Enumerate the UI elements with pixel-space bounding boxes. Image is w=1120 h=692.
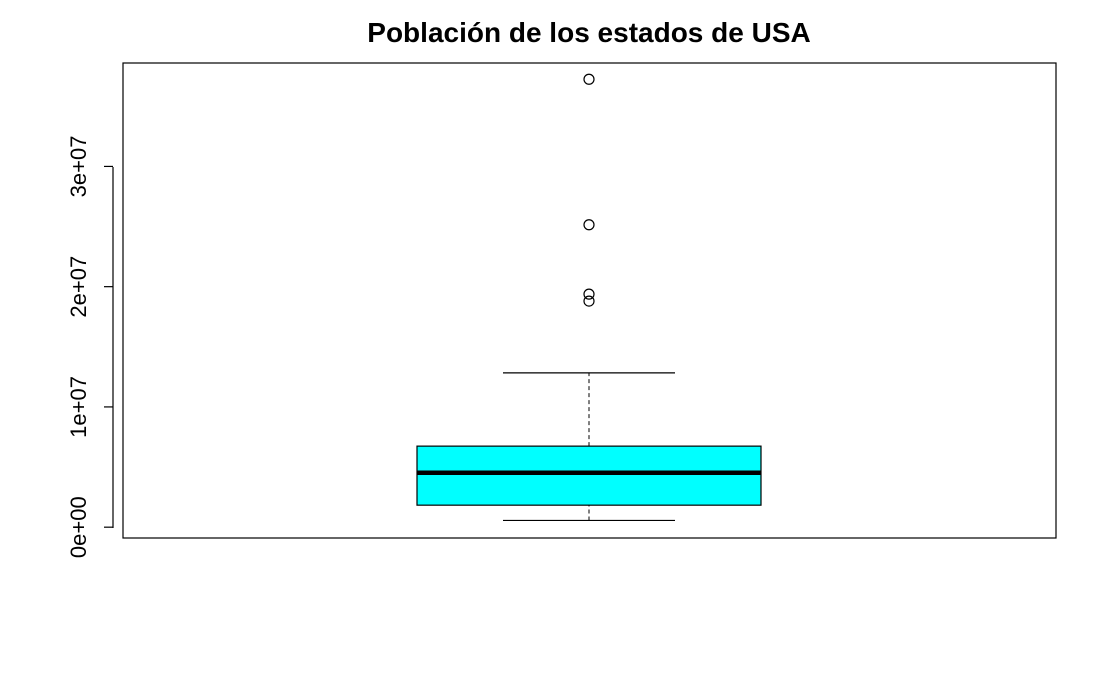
y-tick-label: 0e+00 <box>66 496 91 558</box>
y-tick-label: 2e+07 <box>66 256 91 318</box>
y-axis-ticks: 0e+00 1e+07 2e+07 3e+07 <box>66 136 113 558</box>
outlier-point <box>583 219 595 231</box>
chart-title: Población de los estados de USA <box>367 17 810 48</box>
plot-area-frame <box>122 62 1057 539</box>
outliers-group <box>583 73 595 307</box>
outlier-point <box>583 73 595 85</box>
iqr-box <box>416 445 762 506</box>
outlier-point <box>583 295 595 307</box>
box-group <box>416 372 762 522</box>
y-tick-label: 3e+07 <box>66 136 91 198</box>
outlier-point <box>583 288 595 300</box>
y-tick-label: 1e+07 <box>66 376 91 438</box>
